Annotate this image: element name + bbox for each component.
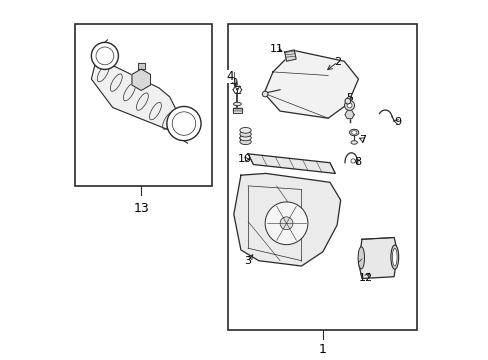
Circle shape [172,112,195,135]
Text: 7: 7 [359,135,366,145]
Circle shape [166,107,201,141]
Ellipse shape [350,141,357,144]
Ellipse shape [351,131,356,134]
Circle shape [96,47,114,65]
Text: 13: 13 [133,202,149,215]
Circle shape [264,202,307,245]
Ellipse shape [357,247,364,269]
Text: 11: 11 [269,44,283,54]
Text: 6: 6 [238,134,245,144]
Text: 4: 4 [227,71,235,84]
Circle shape [350,159,355,163]
Text: 4: 4 [226,70,234,83]
Polygon shape [358,238,397,279]
Ellipse shape [390,245,398,269]
Circle shape [346,103,351,108]
Circle shape [280,217,292,230]
Ellipse shape [392,248,396,266]
Ellipse shape [240,127,251,133]
Polygon shape [91,58,180,132]
Text: 2: 2 [334,57,341,67]
Text: 1: 1 [318,343,326,356]
Polygon shape [132,69,150,90]
Circle shape [91,42,118,69]
Ellipse shape [233,102,241,106]
Polygon shape [233,174,340,266]
Bar [228,24,416,330]
Ellipse shape [240,131,251,137]
Ellipse shape [349,129,358,136]
Text: 4: 4 [229,78,236,87]
Text: 10: 10 [238,154,252,164]
Text: 8: 8 [353,157,361,167]
Bar [75,24,212,186]
Polygon shape [138,63,144,69]
Polygon shape [264,50,358,118]
Ellipse shape [240,139,251,145]
Text: 3: 3 [244,256,251,266]
Text: 9: 9 [393,117,400,127]
Circle shape [344,100,354,111]
Polygon shape [232,108,242,113]
Polygon shape [344,111,353,119]
Text: 5: 5 [346,93,352,103]
Polygon shape [247,154,335,174]
Text: 12: 12 [358,273,372,283]
Polygon shape [284,50,296,61]
Ellipse shape [240,135,251,141]
Circle shape [262,91,267,97]
Circle shape [344,98,350,104]
